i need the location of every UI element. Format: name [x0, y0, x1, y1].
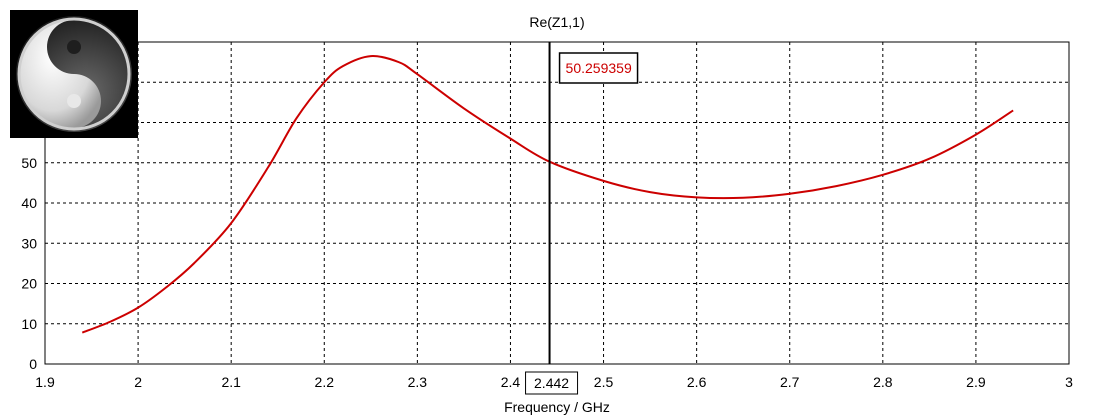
marker-x-label: 2.442 [534, 375, 569, 391]
x-tick-label: 2.6 [687, 374, 707, 390]
x-tick-label: 1.9 [35, 374, 55, 390]
y-tick-label: 20 [21, 276, 37, 292]
x-tick-label: 2.5 [594, 374, 614, 390]
x-tick-label: 2.4 [501, 374, 521, 390]
y-tick-labels: 0 10 20 30 40 50 [21, 155, 37, 372]
y-tick-label: 30 [21, 235, 37, 251]
marker-value-box [558, 52, 639, 84]
y-tick-label: 10 [21, 316, 37, 332]
x-axis-label: Frequency / GHz [504, 399, 610, 415]
series-line [81, 55, 1014, 334]
x-tick-label: 2.3 [408, 374, 428, 390]
y-tick-label: 40 [21, 195, 37, 211]
marker-x-box [525, 371, 579, 395]
x-tick-label: 2.9 [966, 374, 986, 390]
marker-value-label: 50.259359 [566, 60, 632, 76]
x-tick-label: 2.8 [873, 374, 893, 390]
x-tick-label: 2.7 [780, 374, 800, 390]
yin-yang-icon [16, 16, 132, 132]
x-tick-label: 3 [1065, 374, 1073, 390]
x-tick-label: 2 [134, 374, 142, 390]
yin-yang-logo [10, 10, 138, 138]
x-tick-labels: 1.9 2 2.1 2.2 2.3 2.4 2.5 2.6 2.7 2.8 2.9 3 [35, 374, 1073, 390]
y-tick-label: 0 [29, 356, 37, 372]
x-tick-label: 2.2 [315, 374, 335, 390]
y-tick-label: 50 [21, 155, 37, 171]
x-tick-label: 2.1 [221, 374, 241, 390]
grid [45, 42, 1069, 364]
series-group [81, 55, 1014, 334]
chart-title: Re(Z1,1) [529, 14, 584, 30]
